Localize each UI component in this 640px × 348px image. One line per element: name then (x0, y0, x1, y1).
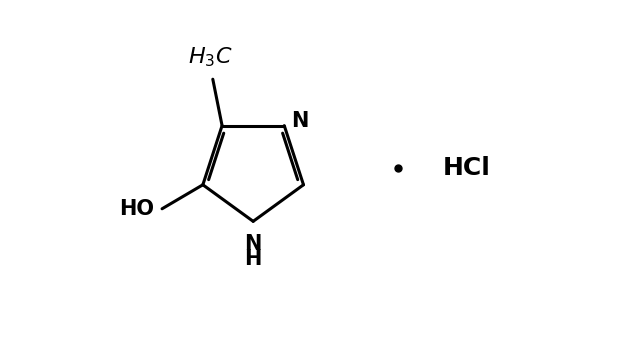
Text: HO: HO (118, 199, 154, 219)
Text: $H_3C$: $H_3C$ (188, 46, 232, 69)
Text: HCl: HCl (442, 157, 490, 180)
Text: N: N (291, 111, 309, 131)
Text: H: H (244, 249, 262, 269)
Text: N: N (244, 234, 262, 254)
